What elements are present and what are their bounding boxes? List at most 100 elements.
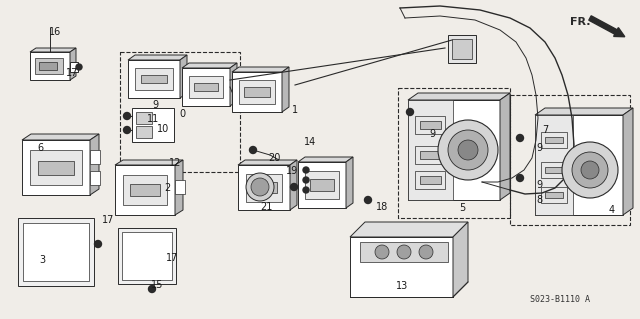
FancyArrow shape: [589, 16, 625, 37]
Bar: [23, 223, 89, 281]
Bar: [545, 192, 563, 198]
Polygon shape: [230, 63, 237, 106]
Text: 20: 20: [268, 153, 280, 163]
Circle shape: [303, 167, 309, 173]
Bar: [120, 52, 240, 172]
Text: 15: 15: [151, 280, 163, 290]
Bar: [545, 137, 563, 143]
Text: 12: 12: [169, 158, 181, 168]
Text: 0: 0: [179, 109, 185, 119]
Circle shape: [124, 113, 131, 120]
Bar: [310, 179, 334, 190]
Text: 2: 2: [164, 183, 170, 193]
Bar: [30, 52, 70, 80]
Text: 17: 17: [102, 215, 114, 225]
Bar: [419, 152, 440, 159]
Bar: [189, 76, 223, 98]
Circle shape: [365, 197, 371, 204]
Circle shape: [246, 173, 274, 201]
Circle shape: [438, 120, 498, 180]
Bar: [244, 87, 269, 97]
Circle shape: [291, 183, 298, 190]
Polygon shape: [453, 222, 468, 297]
Bar: [128, 60, 180, 98]
Text: 1: 1: [292, 105, 298, 115]
Text: 9: 9: [152, 100, 158, 110]
Text: 9: 9: [536, 143, 542, 153]
Text: 5: 5: [459, 203, 465, 213]
Bar: [39, 62, 57, 70]
Polygon shape: [175, 160, 183, 215]
Text: 17: 17: [166, 253, 178, 263]
Bar: [541, 132, 567, 148]
Bar: [136, 112, 152, 124]
Polygon shape: [298, 157, 353, 162]
Bar: [129, 184, 161, 196]
Text: 21: 21: [260, 202, 272, 212]
Bar: [510, 95, 630, 225]
Circle shape: [397, 245, 411, 259]
Bar: [35, 58, 63, 74]
Bar: [135, 68, 173, 90]
Circle shape: [303, 177, 309, 183]
Bar: [175, 180, 185, 194]
Bar: [70, 62, 78, 72]
Text: 10: 10: [157, 124, 169, 134]
Bar: [141, 75, 167, 83]
Polygon shape: [238, 160, 297, 165]
Bar: [90, 150, 100, 164]
Bar: [360, 242, 448, 262]
Polygon shape: [408, 93, 510, 100]
Polygon shape: [182, 63, 237, 68]
Circle shape: [375, 245, 389, 259]
Bar: [115, 165, 175, 215]
Bar: [38, 160, 74, 174]
Bar: [90, 171, 100, 185]
Bar: [408, 100, 500, 200]
Circle shape: [250, 146, 257, 153]
Bar: [408, 100, 453, 200]
Text: 17: 17: [66, 68, 78, 78]
Bar: [232, 72, 282, 112]
Circle shape: [406, 108, 413, 115]
Circle shape: [148, 286, 156, 293]
Bar: [136, 126, 152, 138]
Bar: [123, 175, 167, 205]
Bar: [122, 232, 172, 280]
Polygon shape: [232, 67, 289, 72]
Bar: [541, 162, 567, 178]
Text: S023-B1110 A: S023-B1110 A: [530, 295, 590, 305]
Bar: [448, 35, 476, 63]
Bar: [246, 174, 282, 202]
Bar: [419, 176, 440, 184]
Text: 4: 4: [609, 205, 615, 215]
Bar: [415, 171, 445, 189]
Bar: [535, 115, 623, 215]
Polygon shape: [22, 134, 99, 140]
Bar: [239, 80, 275, 104]
Text: 16: 16: [49, 27, 61, 37]
Text: FR.: FR.: [570, 17, 591, 27]
Bar: [194, 83, 218, 92]
Circle shape: [448, 130, 488, 170]
Polygon shape: [70, 48, 76, 80]
Bar: [22, 140, 90, 195]
Bar: [452, 39, 472, 59]
Circle shape: [581, 161, 599, 179]
Bar: [305, 171, 339, 199]
Text: 3: 3: [39, 255, 45, 265]
Bar: [252, 182, 276, 193]
Text: 8: 8: [536, 195, 542, 205]
Polygon shape: [346, 157, 353, 208]
Circle shape: [303, 187, 309, 193]
Bar: [535, 115, 573, 215]
Text: 18: 18: [376, 202, 388, 212]
Text: 11: 11: [147, 114, 159, 124]
Text: 19: 19: [286, 166, 298, 176]
Polygon shape: [282, 67, 289, 112]
Circle shape: [572, 152, 608, 188]
Polygon shape: [290, 160, 297, 210]
Circle shape: [562, 142, 618, 198]
Text: 7: 7: [542, 125, 548, 135]
Bar: [132, 108, 174, 142]
